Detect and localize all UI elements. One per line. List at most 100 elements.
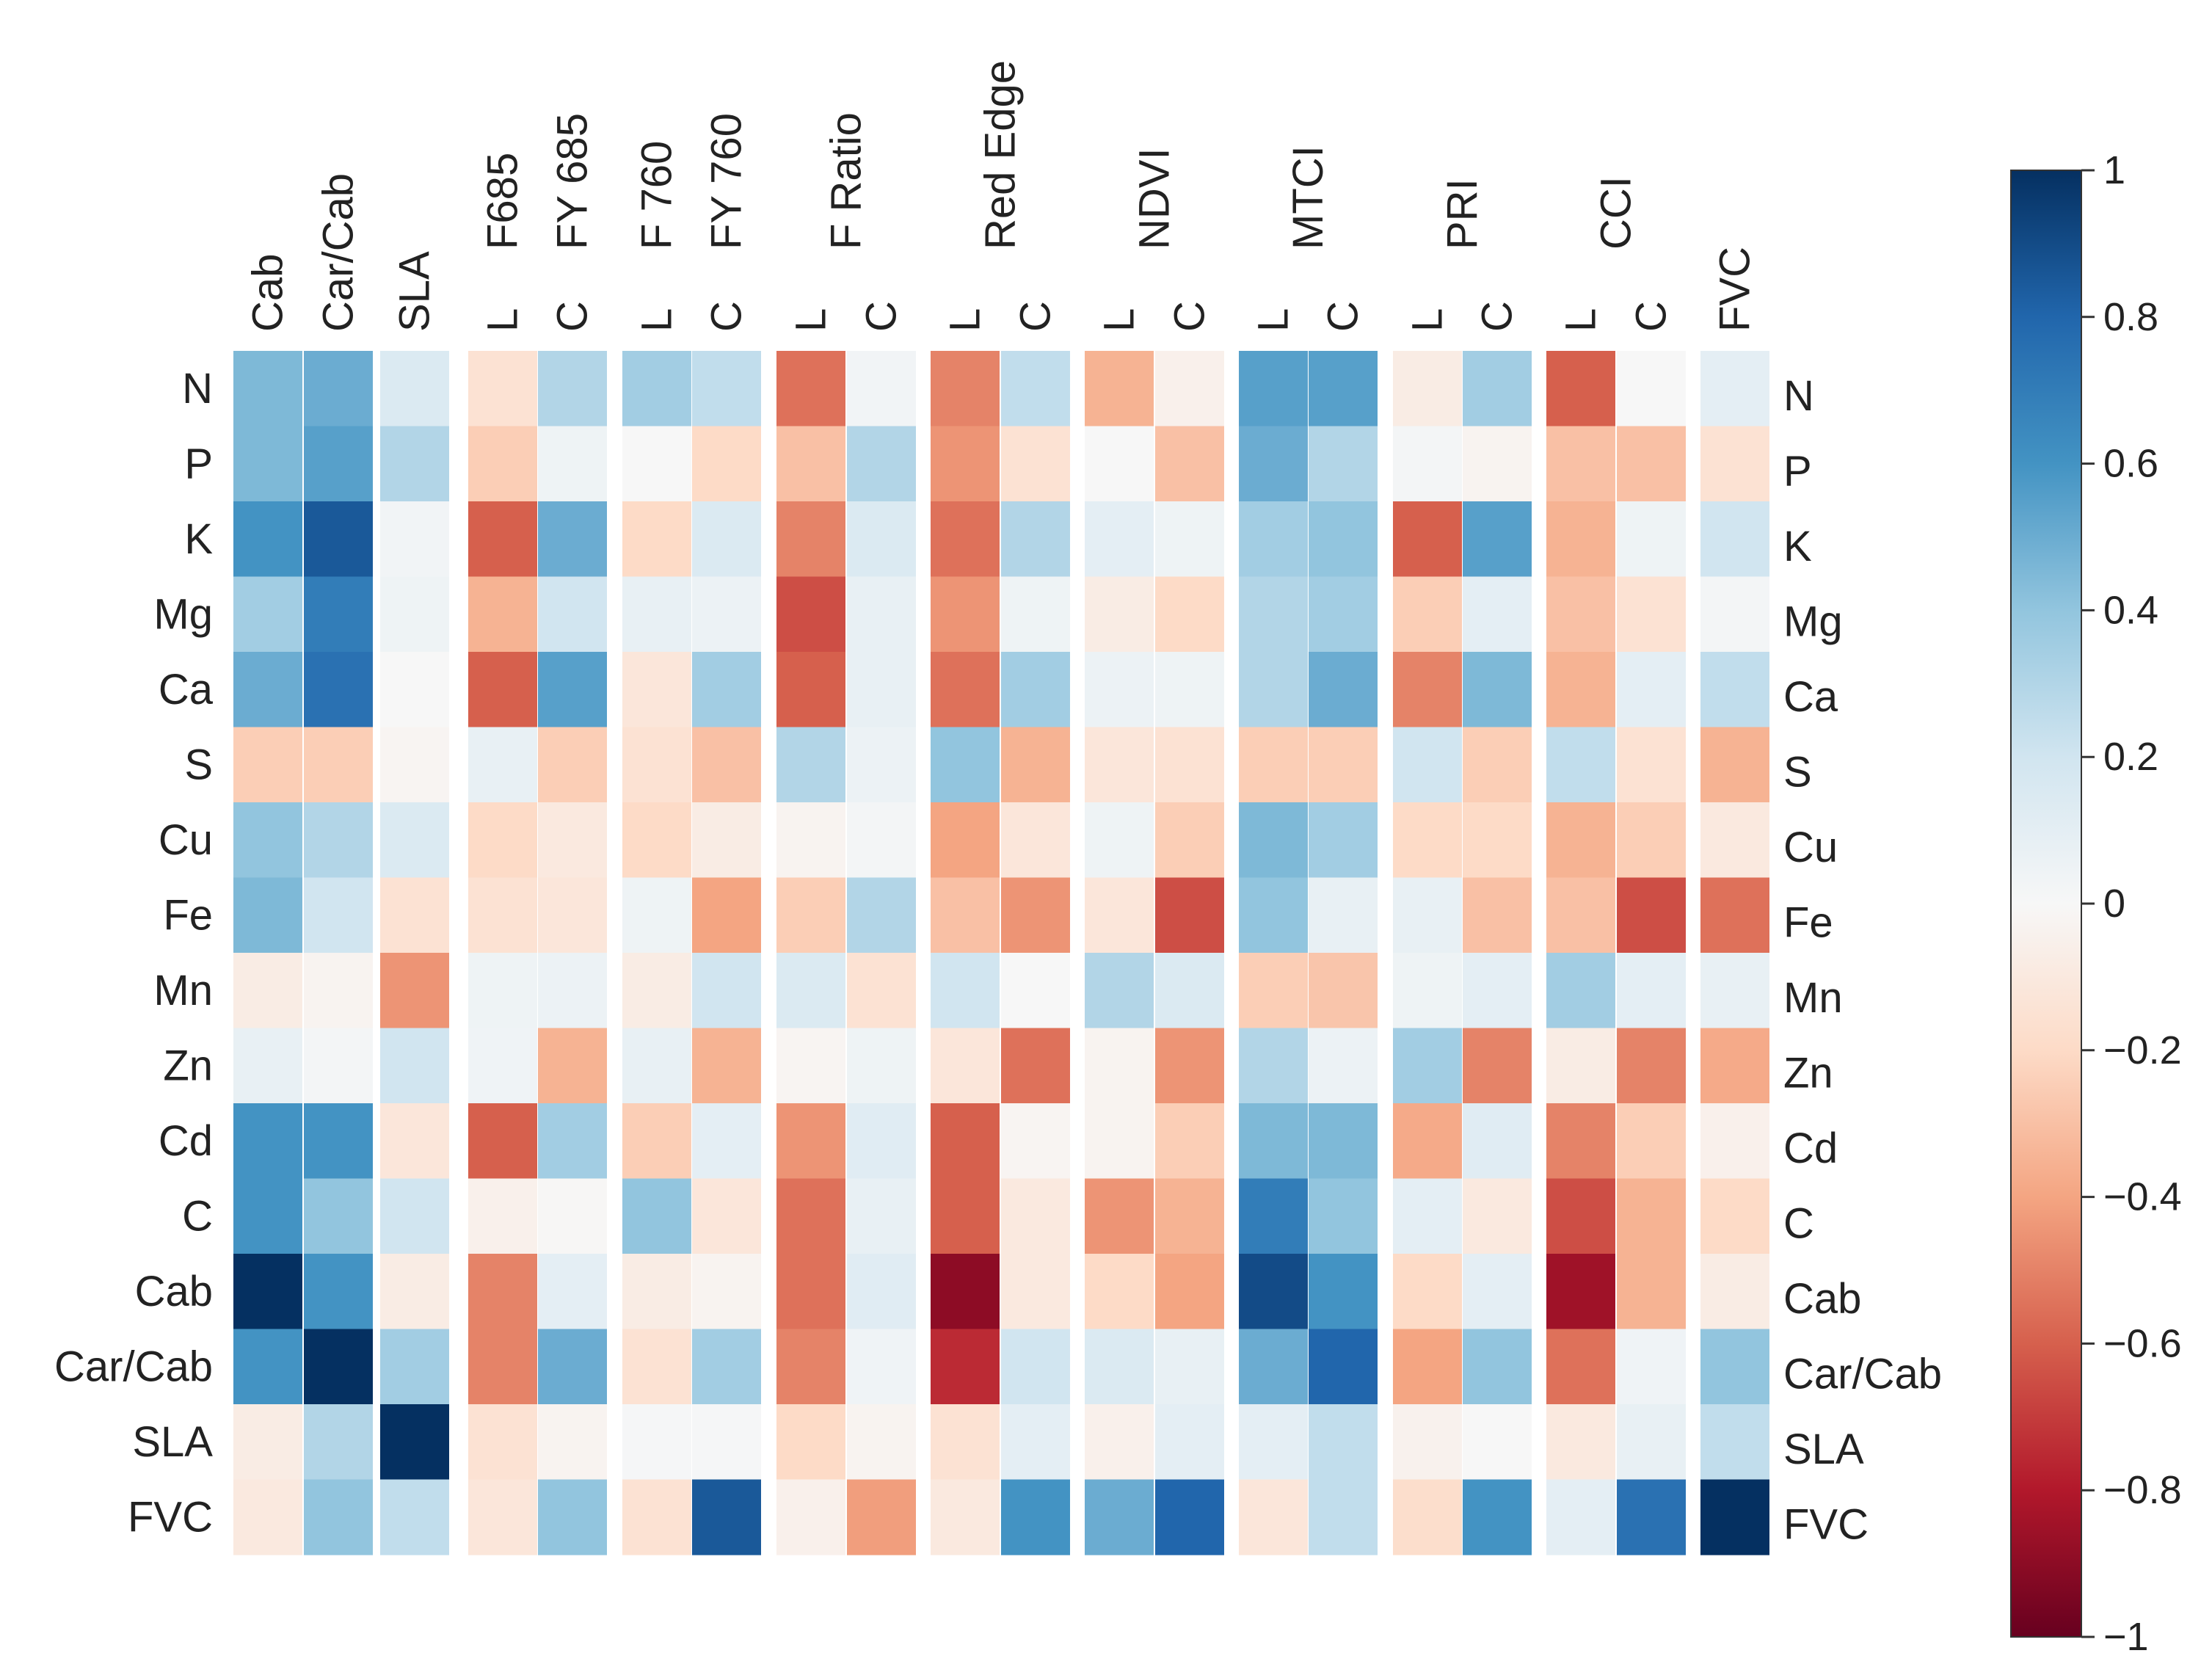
- heatmap-cell: [233, 953, 302, 1029]
- heatmap-cell: [1546, 652, 1615, 728]
- heatmap-cell: [468, 1479, 537, 1555]
- row-label-right: K: [1783, 523, 1812, 570]
- heatmap-cell: [1463, 1479, 1532, 1555]
- heatmap-cell: [1617, 1028, 1686, 1104]
- heatmap-cell: [233, 576, 302, 653]
- heatmap-cell: [1085, 802, 1154, 879]
- heatmap-cell: [1155, 1479, 1224, 1555]
- heatmap-cell: [1001, 1404, 1070, 1481]
- heatmap-cell: [931, 1028, 1000, 1104]
- heatmap-cell: [1001, 953, 1070, 1029]
- heatmap-cell: [233, 1028, 302, 1104]
- heatmap-cell: [380, 426, 449, 502]
- heatmap-cell: [468, 501, 537, 578]
- heatmap-cell: [1393, 652, 1462, 728]
- colorbar-tick-label: 0.6: [2103, 442, 2158, 486]
- heatmap-cell: [1700, 1404, 1769, 1481]
- row-label-right: SLA: [1783, 1426, 1864, 1473]
- heatmap-cell: [1309, 1103, 1378, 1180]
- row-label-right: FVC: [1783, 1500, 1869, 1548]
- heatmap-cell: [1393, 1329, 1462, 1405]
- heatmap-cell: [304, 877, 373, 954]
- heatmap-cell: [622, 1028, 691, 1104]
- heatmap-cell: [1239, 953, 1308, 1029]
- heatmap-cell: [1085, 501, 1154, 578]
- row-label: Ca: [159, 666, 214, 713]
- heatmap-cell: [1617, 1404, 1686, 1481]
- heatmap-cell: [538, 1103, 607, 1180]
- column-sublabel: C: [1474, 301, 1521, 332]
- heatmap-cell: [1546, 727, 1615, 803]
- heatmap-cell: [692, 351, 761, 427]
- heatmap-cell: [931, 1329, 1000, 1405]
- heatmap-cell: [692, 1329, 761, 1405]
- column-sublabel: C: [858, 301, 906, 332]
- heatmap-cell: [776, 802, 845, 879]
- heatmap-cell: [1546, 576, 1615, 653]
- colorbar-tick-label: −0.6: [2103, 1321, 2182, 1365]
- heatmap-cell: [1309, 501, 1378, 578]
- heatmap-cell: [776, 1404, 845, 1481]
- heatmap-cell: [538, 802, 607, 879]
- heatmap-cell: [1393, 953, 1462, 1029]
- heatmap-cell: [692, 501, 761, 578]
- heatmap-cell: [1393, 877, 1462, 954]
- heatmap-cell: [931, 1178, 1000, 1254]
- column-sublabel: C: [549, 301, 597, 332]
- heatmap-cell: [1700, 501, 1769, 578]
- colorbar-gradient: [2010, 170, 2082, 1638]
- heatmap-cell: [380, 953, 449, 1029]
- heatmap-cell: [847, 953, 916, 1029]
- heatmap-cell: [1463, 877, 1532, 954]
- heatmap-cell: [931, 652, 1000, 728]
- heatmap-cell: [622, 1329, 691, 1405]
- heatmap-cell: [1546, 1254, 1615, 1330]
- heatmap-cell: [1239, 727, 1308, 803]
- row-label-right: S: [1783, 748, 1812, 796]
- row-label: SLA: [132, 1418, 213, 1466]
- heatmap-cell: [622, 1404, 691, 1481]
- heatmap-cell: [1700, 727, 1769, 803]
- heatmap-cell: [1155, 802, 1224, 879]
- heatmap-cell: [931, 576, 1000, 653]
- heatmap-cell: [1001, 1479, 1070, 1555]
- heatmap-cell: [1001, 802, 1070, 879]
- column-group-label: PRI: [1438, 178, 1486, 250]
- row-labels-left: NPK Mg Ca S Cu Fe Mn Zn Cd C Cab Car/Cab SLA FVC: [54, 365, 214, 1541]
- heatmap-cell: [304, 576, 373, 653]
- heatmap-cell: [380, 652, 449, 728]
- heatmap-cell: [931, 727, 1000, 803]
- heatmap-cell: [1463, 1254, 1532, 1330]
- heatmap-cell: [847, 1103, 916, 1180]
- heatmap-cell: [847, 576, 916, 653]
- heatmap-cell: [1085, 1178, 1154, 1254]
- heatmap-cell: [304, 1103, 373, 1180]
- row-label-right: Fe: [1783, 898, 1833, 946]
- heatmap-cell: [1700, 1479, 1769, 1555]
- heatmap-cell: [468, 1178, 537, 1254]
- heatmap-cell: [304, 802, 373, 879]
- heatmap-cell: [233, 802, 302, 879]
- heatmap-cell: [468, 1103, 537, 1180]
- heatmap-cell: [1546, 351, 1615, 427]
- column-sublabel: C: [1166, 301, 1214, 332]
- heatmap-cell: [1155, 1329, 1224, 1405]
- row-label: Cab: [135, 1268, 213, 1315]
- heatmap-cell: [1463, 576, 1532, 653]
- column-group-label: CCI: [1593, 176, 1640, 250]
- heatmap-cell: [538, 727, 607, 803]
- heatmap-cell: [233, 1404, 302, 1481]
- heatmap-cell: [1001, 576, 1070, 653]
- row-label-right: Cd: [1783, 1125, 1838, 1172]
- heatmap-cell: [847, 426, 916, 502]
- heatmap-cell: [1239, 426, 1308, 502]
- heatmap-cells: [233, 351, 1769, 1555]
- colorbar-tick-label: −0.4: [2103, 1175, 2182, 1219]
- heatmap-cell: [304, 426, 373, 502]
- row-label: Car/Cab: [54, 1343, 213, 1390]
- heatmap-cell: [1309, 1329, 1378, 1405]
- heatmap-cell: [1309, 652, 1378, 728]
- heatmap-cell: [1309, 953, 1378, 1029]
- heatmap-cell: [380, 501, 449, 578]
- heatmap-cell: [1546, 1479, 1615, 1555]
